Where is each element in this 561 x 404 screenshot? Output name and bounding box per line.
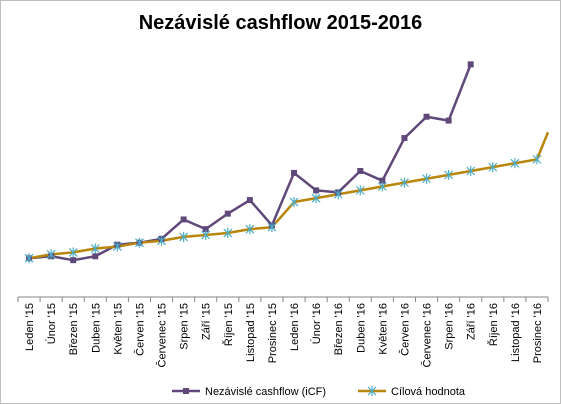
data-point-icf [313, 187, 320, 194]
legend-label-target: Cílová hodnota [391, 386, 466, 398]
x-tick-label: Červenec '15 [156, 303, 169, 367]
legend-marker-icf [183, 388, 189, 394]
data-point-icf [246, 197, 253, 204]
data-point-target [510, 158, 520, 169]
legend-label-icf: Nezávislé cashflow (iCF) [205, 386, 326, 398]
data-point-target [422, 173, 431, 184]
x-tick-label: Červen '16 [398, 303, 411, 356]
data-point-icf [180, 216, 187, 223]
data-point-target [333, 189, 343, 200]
x-tick-label: Říjen '15 [222, 303, 235, 346]
x-tick-label: Leden '16 [289, 303, 301, 351]
data-point-target [68, 247, 78, 258]
x-tick-label: Březen '15 [68, 303, 80, 355]
data-point-target [46, 249, 56, 260]
data-point-target [289, 197, 299, 208]
data-point-target [267, 222, 277, 233]
x-tick-label: Duben '15 [90, 303, 102, 353]
data-point-target [532, 154, 542, 165]
x-tick-label: Září '15 [201, 303, 213, 340]
data-point-target [223, 228, 233, 239]
data-point-target [245, 224, 255, 235]
data-point-target [400, 177, 409, 188]
x-tick-label: Prosinec '16 [532, 303, 544, 363]
x-tick-label: Srpen '16 [444, 303, 456, 350]
data-point-icf [92, 253, 99, 260]
data-point-icf [379, 177, 386, 184]
x-tick-label: Leden '15 [24, 303, 36, 351]
x-tick-label: Březen '16 [333, 303, 345, 355]
data-point-target [157, 235, 166, 246]
series-line-target [28, 131, 550, 260]
legend: Nezávislé cashflow (iCF) Cílová hodnota [172, 386, 466, 398]
data-point-target [466, 166, 476, 176]
x-tick-label: Duben '16 [355, 303, 367, 353]
x-tick-label: Květen '16 [377, 303, 389, 355]
data-point-target [135, 237, 144, 248]
data-point-target [179, 231, 189, 242]
x-tick-label: Květen '15 [112, 303, 124, 355]
chart-title: Nezávislé cashflow 2015-2016 [138, 12, 423, 34]
data-point-target [444, 169, 454, 180]
data-point-target [488, 162, 498, 173]
data-point-target [201, 229, 211, 240]
data-point-icf [357, 168, 364, 174]
x-tick-label: Únor '15 [45, 303, 58, 344]
data-point-icf [445, 117, 452, 124]
x-tick-label: Listopad '16 [510, 303, 522, 362]
data-point-icf [224, 210, 231, 217]
x-tick-label: Říjen '16 [487, 303, 500, 346]
data-point-target [377, 181, 387, 192]
data-point-target [24, 253, 34, 264]
data-point-target [355, 185, 365, 196]
x-tick-label: Červenec '16 [421, 303, 434, 367]
data-point-icf [202, 226, 209, 233]
data-point-icf [423, 113, 430, 120]
x-tick-label: Únor '16 [310, 303, 323, 344]
data-point-icf [291, 169, 298, 176]
data-point-icf [70, 257, 77, 264]
legend-marker-target [367, 386, 377, 396]
x-tick-label: Srpen '15 [179, 303, 191, 350]
data-point-target [112, 241, 122, 252]
data-point-icf [401, 135, 408, 142]
data-point-target [90, 243, 100, 254]
x-tick-label: Září '16 [466, 303, 478, 340]
x-tick-label: Listopad '15 [245, 303, 257, 362]
x-tick-label: Prosinec '15 [267, 303, 279, 363]
x-tick-label: Červen '15 [133, 303, 146, 356]
data-point-icf [467, 61, 474, 68]
data-point-target [311, 193, 321, 204]
